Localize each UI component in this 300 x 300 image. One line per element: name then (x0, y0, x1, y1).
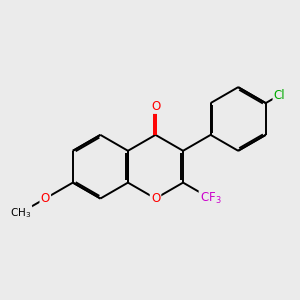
Text: CH$_3$: CH$_3$ (10, 206, 31, 220)
Text: CF$_3$: CF$_3$ (200, 191, 221, 206)
Text: Cl: Cl (274, 88, 285, 102)
Text: O: O (151, 192, 160, 205)
Text: O: O (41, 192, 50, 205)
Text: O: O (151, 100, 160, 113)
